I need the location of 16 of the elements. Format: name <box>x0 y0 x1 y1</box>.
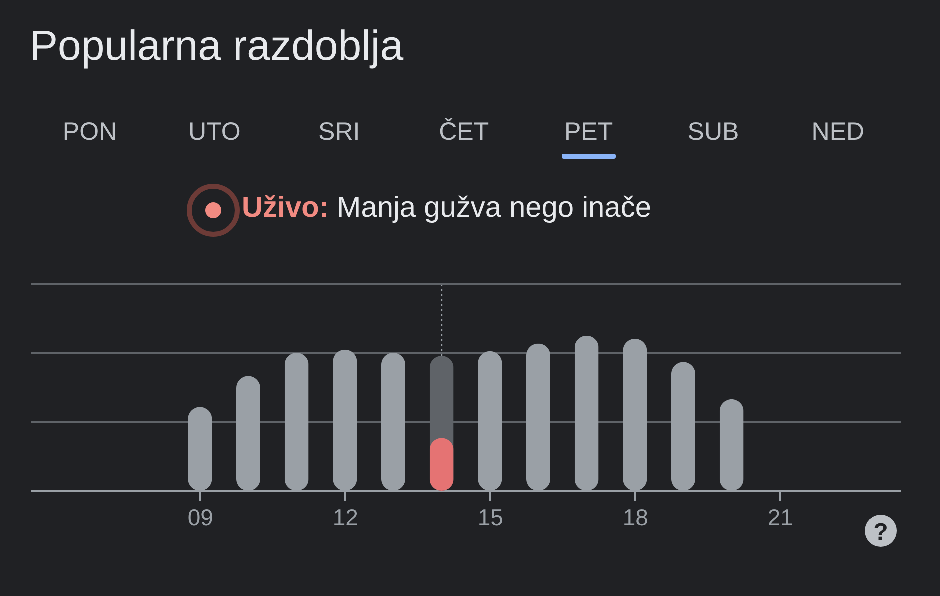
help-icon: ? <box>864 514 898 548</box>
text: Uživo: <box>242 192 329 224</box>
text: NED <box>812 118 865 147</box>
text: SRI <box>318 118 360 147</box>
text: PON <box>62 118 118 147</box>
text: ČET <box>439 118 490 147</box>
text: UTO <box>188 118 241 147</box>
chart-title: Popularna razdoblja <box>30 22 404 70</box>
x-tick-label: 21 <box>768 504 794 530</box>
x-tick-label: 09 <box>188 504 214 530</box>
x-tick-label: 12 <box>332 504 358 530</box>
x-tick-label: 18 <box>622 504 648 530</box>
x-tick-label: 15 <box>478 504 504 530</box>
text: PET <box>564 118 614 147</box>
text: Manja gužva nego inače <box>337 192 652 224</box>
text: SUB <box>688 118 740 147</box>
